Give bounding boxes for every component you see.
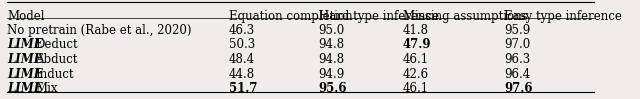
Text: LIME: LIME bbox=[8, 39, 47, 51]
Text: Induct: Induct bbox=[35, 68, 74, 81]
Text: Deduct: Deduct bbox=[35, 39, 78, 51]
Text: 42.6: 42.6 bbox=[403, 68, 429, 81]
Text: 41.8: 41.8 bbox=[403, 24, 429, 37]
Text: 97.6: 97.6 bbox=[504, 82, 533, 95]
Text: Missing assumptions: Missing assumptions bbox=[403, 10, 527, 23]
Text: 47.9: 47.9 bbox=[403, 39, 431, 51]
Text: Hard type inference: Hard type inference bbox=[319, 10, 438, 23]
Text: 50.3: 50.3 bbox=[229, 39, 255, 51]
Text: 97.0: 97.0 bbox=[504, 39, 531, 51]
Text: Easy type inference: Easy type inference bbox=[504, 10, 622, 23]
Text: Equation completion: Equation completion bbox=[229, 10, 353, 23]
Text: 96.4: 96.4 bbox=[504, 68, 531, 81]
Text: 46.1: 46.1 bbox=[403, 53, 429, 66]
Text: 95.6: 95.6 bbox=[319, 82, 348, 95]
Text: LIME: LIME bbox=[8, 68, 47, 81]
Text: LIME: LIME bbox=[8, 53, 47, 66]
Text: LIME: LIME bbox=[8, 82, 47, 95]
Text: Model: Model bbox=[8, 10, 45, 23]
Text: Abduct: Abduct bbox=[35, 53, 78, 66]
Text: No pretrain (Rabe et al., 2020): No pretrain (Rabe et al., 2020) bbox=[8, 24, 192, 37]
Text: 96.3: 96.3 bbox=[504, 53, 531, 66]
Text: 51.7: 51.7 bbox=[229, 82, 257, 95]
Text: 48.4: 48.4 bbox=[229, 53, 255, 66]
Text: 44.8: 44.8 bbox=[229, 68, 255, 81]
Text: 46.3: 46.3 bbox=[229, 24, 255, 37]
Text: 94.8: 94.8 bbox=[319, 39, 345, 51]
Text: Mix: Mix bbox=[35, 82, 58, 95]
Text: 95.0: 95.0 bbox=[319, 24, 345, 37]
Text: 94.8: 94.8 bbox=[319, 53, 345, 66]
Text: 95.9: 95.9 bbox=[504, 24, 531, 37]
Text: 46.1: 46.1 bbox=[403, 82, 429, 95]
Text: 94.9: 94.9 bbox=[319, 68, 345, 81]
